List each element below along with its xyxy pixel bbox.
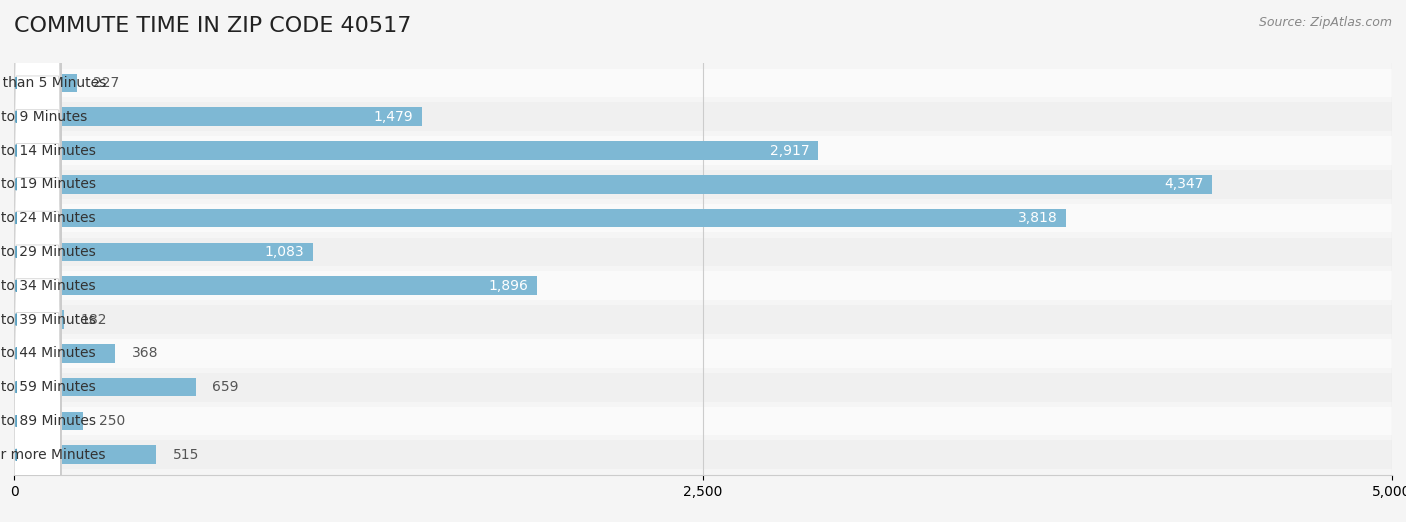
Bar (14, 373, 1392, 401)
Bar (14, 204, 1392, 232)
Text: 515: 515 (173, 448, 198, 462)
Text: 2,917: 2,917 (770, 144, 810, 158)
FancyBboxPatch shape (14, 56, 62, 448)
Text: Less than 5 Minutes: Less than 5 Minutes (0, 76, 107, 90)
Bar (14, 305, 1392, 334)
Bar (14, 136, 1392, 165)
Bar (14, 271, 1392, 300)
Bar (14, 170, 1392, 199)
Bar (14, 175, 1212, 194)
Bar (14, 344, 115, 363)
Bar (14, 277, 537, 295)
FancyBboxPatch shape (14, 90, 62, 482)
Text: 1,896: 1,896 (488, 279, 529, 293)
Text: 4,347: 4,347 (1164, 177, 1204, 192)
Text: 45 to 59 Minutes: 45 to 59 Minutes (0, 380, 96, 394)
Bar (14, 339, 1392, 367)
FancyBboxPatch shape (14, 259, 62, 522)
FancyBboxPatch shape (14, 158, 62, 522)
Text: 1,479: 1,479 (374, 110, 413, 124)
Bar (14, 209, 1066, 228)
Bar (14, 68, 1392, 97)
Bar (14, 412, 83, 430)
Bar (14, 141, 818, 160)
Text: 368: 368 (132, 346, 159, 360)
Bar (14, 238, 1392, 266)
Text: 10 to 14 Minutes: 10 to 14 Minutes (0, 144, 96, 158)
Text: 40 to 44 Minutes: 40 to 44 Minutes (0, 346, 96, 360)
Text: 659: 659 (212, 380, 239, 394)
Text: 60 to 89 Minutes: 60 to 89 Minutes (0, 414, 96, 428)
Text: 5 to 9 Minutes: 5 to 9 Minutes (0, 110, 87, 124)
Bar (14, 102, 1392, 131)
FancyBboxPatch shape (14, 0, 62, 347)
Bar (14, 378, 195, 396)
Text: 20 to 24 Minutes: 20 to 24 Minutes (0, 211, 96, 225)
Text: Source: ZipAtlas.com: Source: ZipAtlas.com (1258, 16, 1392, 29)
Text: 1,083: 1,083 (264, 245, 304, 259)
Bar (14, 243, 312, 261)
FancyBboxPatch shape (14, 124, 62, 515)
Bar (14, 445, 156, 464)
Text: 15 to 19 Minutes: 15 to 19 Minutes (0, 177, 96, 192)
FancyBboxPatch shape (14, 191, 62, 522)
Text: 182: 182 (80, 313, 107, 327)
FancyBboxPatch shape (14, 0, 62, 380)
FancyBboxPatch shape (14, 22, 62, 414)
Text: 90 or more Minutes: 90 or more Minutes (0, 448, 105, 462)
Bar (14, 74, 76, 92)
FancyBboxPatch shape (14, 0, 62, 313)
FancyBboxPatch shape (14, 225, 62, 522)
Bar (14, 441, 1392, 469)
Bar (14, 310, 65, 329)
Text: 30 to 34 Minutes: 30 to 34 Minutes (0, 279, 96, 293)
Text: 25 to 29 Minutes: 25 to 29 Minutes (0, 245, 96, 259)
Text: 250: 250 (100, 414, 125, 428)
Text: 3,818: 3,818 (1018, 211, 1057, 225)
Text: COMMUTE TIME IN ZIP CODE 40517: COMMUTE TIME IN ZIP CODE 40517 (14, 16, 412, 35)
Text: 227: 227 (93, 76, 120, 90)
FancyBboxPatch shape (14, 0, 62, 279)
Bar (14, 407, 1392, 435)
Text: 35 to 39 Minutes: 35 to 39 Minutes (0, 313, 96, 327)
Bar (14, 108, 422, 126)
